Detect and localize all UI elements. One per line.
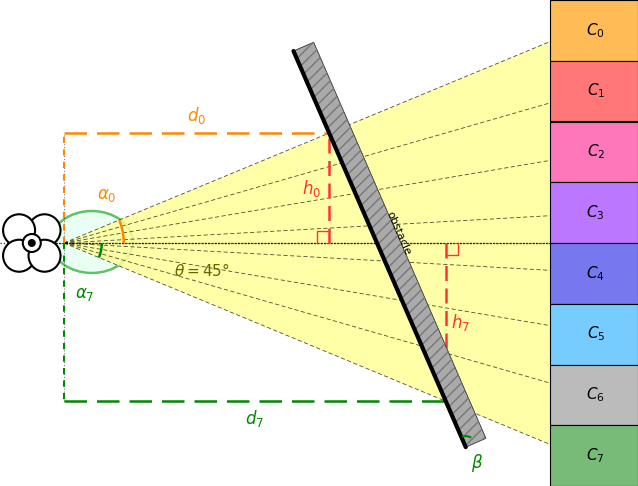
Bar [0,0,550,486]
Bar [550,243,638,304]
Circle shape [28,239,36,247]
Text: $C_2$: $C_2$ [586,142,605,161]
Bar [550,304,638,364]
Bar [550,182,638,243]
Ellipse shape [51,211,133,273]
Polygon shape [64,42,550,444]
Bar [550,122,638,182]
Text: $C_5$: $C_5$ [586,325,605,344]
Circle shape [3,214,35,246]
Text: $\theta = 45°$: $\theta = 45°$ [174,262,230,279]
Bar [550,0,638,61]
Text: $C_3$: $C_3$ [586,203,605,222]
Circle shape [3,240,35,272]
Text: $h_0$: $h_0$ [302,177,321,199]
Text: $C_0$: $C_0$ [586,21,605,40]
Circle shape [29,240,61,272]
Text: $C_7$: $C_7$ [586,446,605,465]
Bar [550,364,638,425]
Text: $C_1$: $C_1$ [586,82,605,101]
Text: $C_6$: $C_6$ [586,385,605,404]
Bar [550,61,638,122]
Circle shape [23,234,41,252]
Polygon shape [293,42,486,447]
Text: $C_4$: $C_4$ [586,264,605,283]
Text: $d_7$: $d_7$ [245,408,264,429]
Text: $\alpha_7$: $\alpha_7$ [75,285,94,303]
Text: $h_7$: $h_7$ [451,312,470,332]
Circle shape [29,214,61,246]
Text: $\alpha_0$: $\alpha_0$ [97,186,116,204]
Bar [550,425,638,486]
Text: obstacle: obstacle [385,209,412,257]
Text: $\beta$: $\beta$ [471,452,483,474]
Text: $d_0$: $d_0$ [187,105,206,126]
